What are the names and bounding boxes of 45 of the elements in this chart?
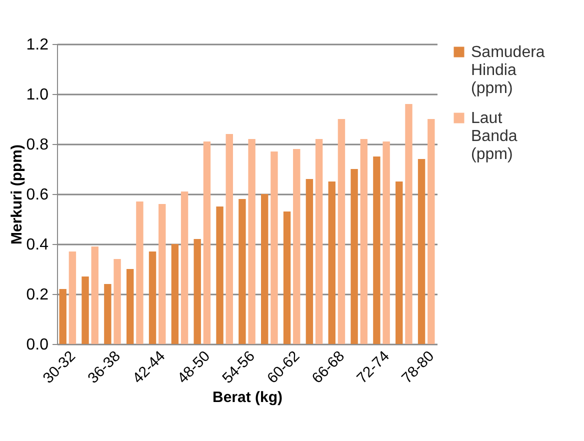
x-axis-title: Berat (kg) — [212, 389, 283, 406]
bar — [91, 246, 98, 344]
bar — [171, 244, 179, 344]
bar — [180, 192, 188, 344]
legend-label: Samudera Hindia (ppm) — [471, 44, 545, 97]
bar — [293, 149, 300, 344]
bar — [382, 142, 390, 344]
y-tick-label: 0.0 — [26, 336, 49, 354]
y-tick-label: 0.2 — [26, 286, 49, 304]
bar — [248, 139, 256, 344]
bar — [136, 202, 144, 344]
bar — [428, 119, 435, 344]
bar — [59, 289, 66, 344]
bar — [328, 182, 336, 344]
bar — [405, 104, 412, 344]
y-tick-label: 0.6 — [26, 186, 49, 204]
bar — [306, 179, 314, 344]
bar — [418, 159, 426, 344]
bar — [126, 269, 134, 344]
bar — [338, 119, 346, 344]
legend-label: Laut Banda (ppm) — [471, 110, 518, 163]
bar — [203, 142, 211, 344]
bar — [226, 134, 233, 344]
bar — [396, 182, 403, 344]
bar — [270, 152, 278, 344]
bar — [194, 239, 201, 344]
bar — [104, 284, 112, 344]
y-tick-label: 1.0 — [26, 86, 49, 104]
bar — [148, 252, 156, 344]
y-tick-label: 0.8 — [26, 136, 49, 154]
bar — [158, 204, 166, 344]
y-tick-label: 1.2 — [26, 36, 49, 54]
bar — [216, 206, 224, 344]
bar — [68, 252, 76, 344]
y-axis-title: Merkuri (ppm) — [8, 144, 26, 245]
bar — [360, 139, 368, 344]
y-tick-label: 0.4 — [26, 236, 49, 254]
bar — [350, 169, 358, 344]
bar — [283, 212, 291, 344]
bar — [82, 276, 89, 344]
bar — [315, 139, 323, 344]
bar — [373, 156, 380, 344]
bar — [261, 194, 268, 344]
bar — [238, 199, 246, 344]
bar — [114, 259, 121, 344]
